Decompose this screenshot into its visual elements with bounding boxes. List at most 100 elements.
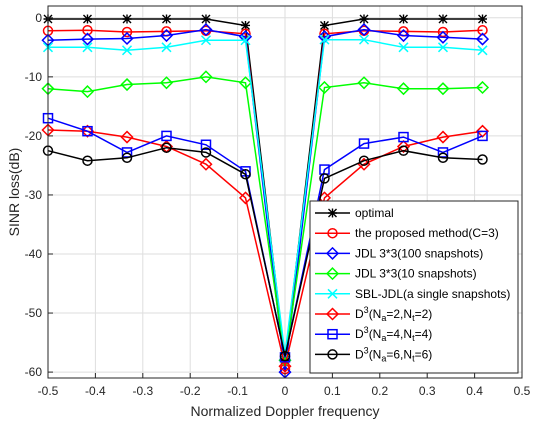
legend-label: optimal — [355, 206, 394, 220]
data-point — [82, 155, 93, 166]
data-point — [477, 24, 488, 36]
y-tick-label: -20 — [25, 129, 43, 143]
legend-marker — [327, 328, 338, 340]
legend-label: D3(Na=2,Nt=2) — [355, 305, 432, 323]
data-point — [319, 173, 330, 184]
data-point — [240, 35, 251, 46]
legend-label: the proposed method(C=3) — [355, 226, 499, 240]
legend-item: optimal — [315, 206, 394, 220]
legend-label-part: =6,N — [386, 347, 412, 361]
data-point — [238, 76, 253, 90]
data-point — [201, 14, 211, 24]
data-point — [121, 147, 133, 158]
data-point — [319, 20, 329, 30]
legend-label-part: =2) — [415, 307, 433, 321]
data-point — [437, 26, 449, 38]
data-point — [200, 139, 212, 151]
series-3 — [41, 23, 490, 379]
legend-marker — [325, 307, 340, 321]
data-point — [80, 32, 95, 46]
data-point — [80, 85, 95, 99]
data-point — [121, 45, 133, 56]
legend-item: SBL-JDL(a single snapshots) — [315, 287, 510, 301]
data-point — [120, 31, 134, 46]
y-tick-label: -50 — [25, 306, 43, 320]
legend-label-part: t — [412, 333, 415, 343]
data-point — [437, 147, 449, 158]
data-point — [475, 80, 490, 95]
legend-label-part: 3 — [364, 345, 369, 355]
data-point — [278, 359, 292, 373]
data-point — [82, 125, 93, 137]
legend-marker — [327, 227, 338, 239]
legend-label-part: t — [412, 313, 415, 323]
data-point — [238, 191, 253, 205]
data-point — [436, 82, 450, 96]
y-tick-label: -60 — [25, 365, 43, 379]
y-tick-label: -40 — [25, 247, 43, 261]
data-point — [398, 131, 409, 143]
legend-label-part: =4,N — [386, 327, 412, 341]
data-point — [199, 70, 213, 84]
data-point — [478, 14, 488, 24]
data-point — [398, 42, 409, 53]
x-tick-label: 0.5 — [514, 384, 531, 398]
legend-item: D3(Na=6,Nt=6) — [315, 345, 432, 363]
data-point — [436, 130, 450, 144]
data-point — [317, 80, 332, 95]
x-tick-label: 0.4 — [466, 384, 483, 398]
legend-label-part: D — [355, 307, 364, 321]
series-line — [47, 146, 483, 357]
legend-label-part: =6) — [415, 347, 433, 361]
x-tick-label: -0.5 — [38, 384, 59, 398]
data-point — [82, 24, 93, 36]
series-4 — [41, 70, 490, 367]
series-line — [48, 38, 483, 355]
y-axis-label: SINR loss(dB) — [6, 148, 22, 237]
legend-item: JDL 3*3(10 snapshots) — [315, 267, 477, 281]
data-point — [279, 350, 291, 362]
legend-label-part: t — [412, 353, 415, 363]
axis-ticks: -0.5 -0.4 -0.3 -0.2 -0.1 0 0.1 0.2 0.3 0.4 0.5 0 -10… — [25, 11, 531, 398]
legend-item: D3(Na=2,Nt=2) — [315, 305, 432, 323]
data-point — [82, 42, 93, 53]
legend-box — [309, 200, 519, 374]
y-tick-label: 0 — [35, 11, 42, 25]
data-point — [240, 169, 251, 180]
x-tick-label: -0.4 — [85, 384, 106, 398]
x-tick-label: -0.1 — [227, 384, 248, 398]
data-point — [162, 14, 171, 24]
legend-item: the proposed method(C=3) — [315, 226, 499, 240]
data-point — [200, 147, 212, 158]
x-tick-label: 0.3 — [419, 384, 436, 398]
data-point — [438, 14, 448, 24]
data-point — [161, 42, 172, 53]
legend-label-part: a — [381, 313, 386, 323]
legend-marker — [328, 208, 337, 218]
data-point — [359, 14, 369, 24]
data-point — [398, 145, 409, 156]
data-point — [159, 76, 174, 90]
data-point — [396, 82, 411, 96]
legend-label: SBL-JDL(a single snapshots) — [355, 287, 510, 301]
legend-label: D3(Na=4,Nt=4) — [355, 325, 432, 343]
legend-label-part: (N — [369, 307, 382, 321]
series-line — [47, 129, 483, 367]
legend-label-part: a — [381, 353, 386, 363]
legend-marker — [325, 246, 340, 260]
legend-label-part: a — [381, 333, 386, 343]
data-point — [437, 42, 449, 53]
legend-label-part: (N — [369, 327, 382, 341]
data-point — [319, 34, 330, 45]
data-point — [120, 130, 134, 144]
y-tick-label: -30 — [25, 188, 43, 202]
data-point — [200, 35, 212, 46]
data-point — [120, 77, 134, 92]
legend-label-part: (N — [369, 347, 382, 361]
legend-label-part: 3 — [364, 305, 369, 315]
x-tick-label: 0.1 — [324, 384, 341, 398]
legend-marker — [325, 267, 340, 281]
x-tick-label: -0.3 — [132, 384, 153, 398]
data-point — [121, 152, 133, 164]
